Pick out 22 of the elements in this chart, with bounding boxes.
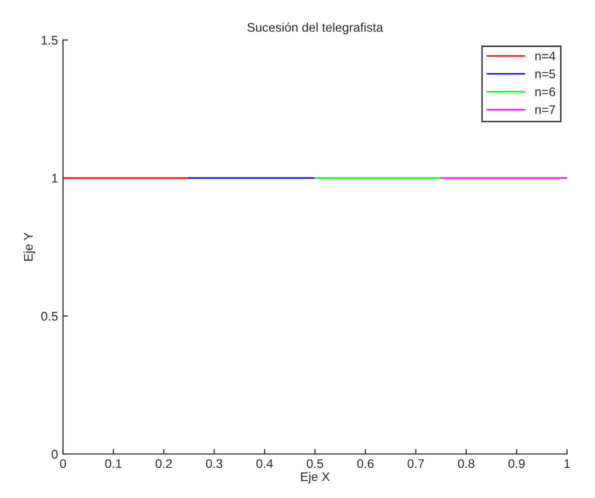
y-axis-title: Eje Y (24, 232, 36, 261)
x-tick-label: 0.3 (206, 459, 222, 468)
legend-label: n=7 (535, 105, 556, 114)
y-tick-label: 0.5 (41, 312, 58, 321)
legend-label: n=6 (535, 87, 556, 96)
x-tick-label: 0.1 (105, 459, 122, 468)
x-tick-label: 0.2 (156, 459, 172, 468)
y-tick-label: 0 (52, 450, 58, 459)
x-tick-label: 0.6 (357, 459, 374, 468)
x-axis-title: Eje X (301, 472, 330, 484)
x-tick-label: 0.7 (408, 459, 424, 468)
y-tick-label: 1 (52, 174, 58, 183)
x-tick-label: 0.9 (508, 459, 525, 468)
x-tick-label: 0 (60, 459, 66, 468)
x-tick-label: 1 (564, 459, 570, 468)
legend-label: n=5 (535, 70, 556, 78)
y-tick-label: 1.5 (42, 36, 58, 45)
x-tick-label: 0.8 (458, 459, 474, 468)
legend-label: n=4 (535, 52, 556, 60)
chart-title: Sucesión del telegrafista (247, 22, 384, 34)
x-tick-label: 0.5 (306, 459, 324, 468)
x-tick-label: 0.4 (256, 459, 273, 468)
